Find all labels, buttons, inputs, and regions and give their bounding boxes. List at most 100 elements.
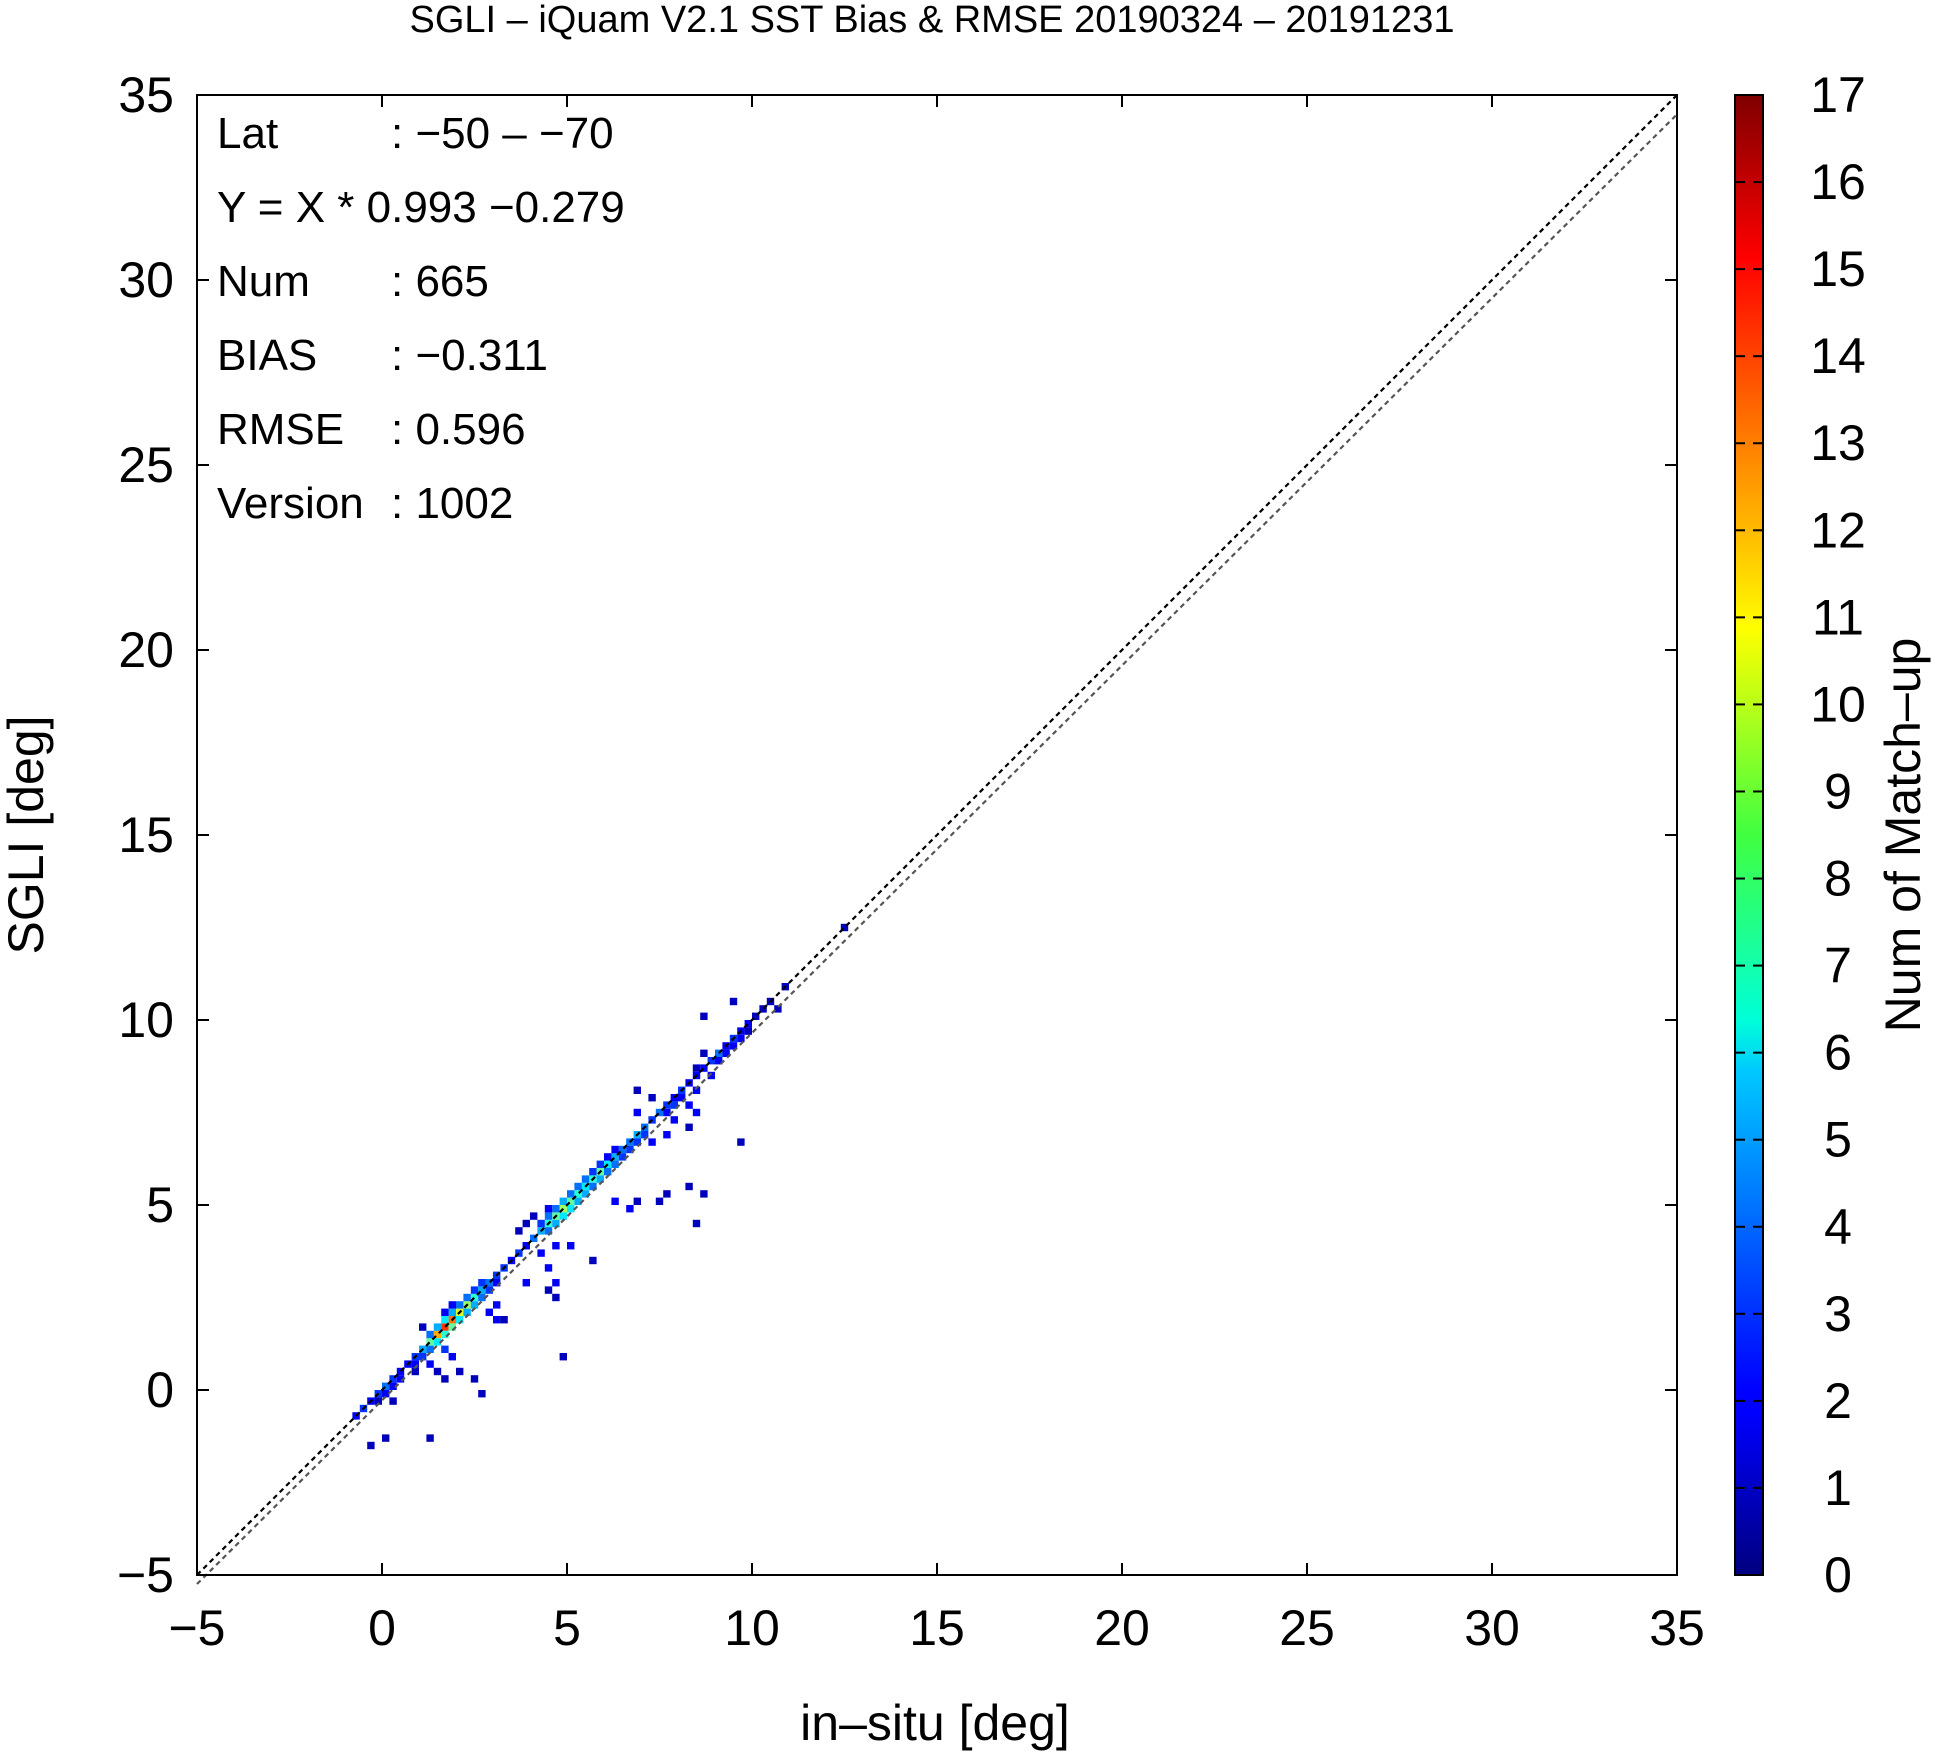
x-tick-label: 10 <box>724 1600 780 1656</box>
heatmap-cell <box>552 1293 560 1302</box>
heatmap-cell <box>648 1094 656 1102</box>
heatmap-cell <box>604 1168 612 1176</box>
heatmap-cell <box>678 1094 686 1102</box>
heatmap-cell <box>448 1353 456 1361</box>
x-tick-label: 20 <box>1094 1600 1150 1656</box>
heatmap-cell <box>685 1123 693 1131</box>
y-tick-label: 10 <box>118 992 174 1048</box>
x-tick-label: 0 <box>368 1600 396 1656</box>
heatmap-cell <box>692 1064 701 1072</box>
stats-label: Y = X * 0.993 −0.279 <box>217 183 625 232</box>
heatmap-cell <box>589 1168 597 1176</box>
x-tick-label: 35 <box>1649 1600 1705 1656</box>
heatmap-cell <box>559 1197 567 1205</box>
y-axis-label: SGLI [deg] <box>0 715 54 954</box>
colorbar-tick-label: 10 <box>1810 676 1866 732</box>
y-tick-label: 35 <box>118 67 174 123</box>
heatmap-cell <box>456 1367 464 1376</box>
heatmap-cell <box>596 1160 604 1168</box>
y-tick-label: 25 <box>118 437 174 493</box>
colorbar-tick-label: 8 <box>1824 851 1852 907</box>
heatmap-cell <box>663 1190 671 1198</box>
heatmap-cell <box>411 1360 419 1368</box>
heatmap-cell <box>470 1375 479 1383</box>
heatmap-cell <box>648 1138 656 1146</box>
chart-title: SGLI – iQuam V2.1 SST Bias & RMSE 201903… <box>410 0 1455 41</box>
heatmap-cell <box>641 1131 649 1139</box>
colorbar-tick-label: 15 <box>1810 241 1866 297</box>
heatmap-cell <box>744 1027 752 1035</box>
x-tick-label: 25 <box>1279 1600 1335 1656</box>
heatmap-cell <box>840 923 849 932</box>
heatmap-cell <box>700 1049 708 1057</box>
heatmap-cell <box>692 1086 701 1094</box>
heatmap-cell <box>589 1182 597 1191</box>
heatmap-cell <box>389 1397 397 1405</box>
heatmap-cell <box>715 1057 723 1065</box>
heatmap-cell <box>470 1286 479 1294</box>
heatmap-cell <box>396 1367 405 1376</box>
heatmap-cell <box>530 1234 538 1242</box>
heatmap-cell <box>729 997 738 1006</box>
colorbar-tick-label: 14 <box>1810 328 1866 384</box>
heatmap-cell <box>441 1375 449 1383</box>
heatmap-cell <box>618 1145 627 1154</box>
colorbar-tick-label: 9 <box>1824 763 1852 819</box>
stats-value: : 0.596 <box>391 405 526 454</box>
heatmap-cell <box>663 1101 671 1109</box>
colorbar-tick-label: 12 <box>1810 502 1866 558</box>
heatmap-cell <box>537 1219 545 1228</box>
heatmap-cell <box>389 1382 397 1390</box>
heatmap-cell <box>744 1020 752 1028</box>
heatmap-cell <box>567 1205 575 1213</box>
heatmap-cell <box>382 1390 390 1398</box>
heatmap-cell <box>419 1353 427 1361</box>
heatmap-cell <box>441 1308 449 1316</box>
heatmap-cell <box>581 1175 590 1183</box>
colorbar-tick-label: 13 <box>1810 415 1866 471</box>
heatmap-cell <box>567 1190 575 1198</box>
heatmap-cell <box>663 1108 671 1117</box>
heatmap-cell <box>633 1138 641 1146</box>
colorbar-tick-label: 2 <box>1824 1373 1852 1429</box>
heatmap-cell <box>685 1101 693 1109</box>
heatmap-cell <box>663 1131 671 1139</box>
heatmap-cell <box>493 1316 501 1324</box>
heatmap-cell <box>478 1390 486 1398</box>
heatmap-cell <box>700 1064 708 1072</box>
heatmap-cell <box>485 1279 493 1287</box>
heatmap-cell <box>604 1153 612 1161</box>
heatmap-cell <box>433 1323 442 1331</box>
x-axis-ticks: −5 0 5 10 15 20 25 30 35 <box>168 95 1705 1656</box>
heatmap-cell <box>411 1367 419 1376</box>
heatmap-cell <box>552 1219 560 1228</box>
heatmap-cell <box>633 1086 641 1094</box>
stats-label: Num <box>217 257 310 306</box>
heatmap-cell <box>522 1219 530 1228</box>
heatmap-cell <box>433 1330 442 1339</box>
heatmap-cell <box>759 1005 767 1013</box>
plot-area: −5 0 5 10 15 20 25 30 35 −5 0 5 10 15 20 25 30 35 <box>117 67 1705 1656</box>
heatmap-cell <box>544 1264 553 1272</box>
heatmap-cell <box>463 1293 471 1302</box>
y-tick-label: −5 <box>117 1547 174 1603</box>
heatmap-cell <box>478 1293 486 1302</box>
heatmap-cell <box>419 1323 427 1331</box>
heatmap-cell <box>485 1308 493 1316</box>
y-tick-label: 0 <box>146 1362 174 1418</box>
stats-value: : −50 – −70 <box>391 109 614 158</box>
heatmap-cell <box>448 1301 456 1309</box>
heatmap-cell <box>522 1279 530 1287</box>
heatmap-cell <box>559 1205 567 1213</box>
colorbar-tick-label: 4 <box>1824 1199 1852 1255</box>
heatmap-cell <box>611 1160 619 1168</box>
reference-lines <box>196 94 1678 1585</box>
heatmap-cell <box>544 1286 553 1294</box>
heatmap-cell <box>426 1345 434 1353</box>
colorbar-tick-label: 11 <box>1812 589 1864 645</box>
heatmap-cell <box>574 1182 582 1191</box>
heatmap-cell <box>441 1330 449 1339</box>
x-tick-label: 15 <box>909 1600 965 1656</box>
